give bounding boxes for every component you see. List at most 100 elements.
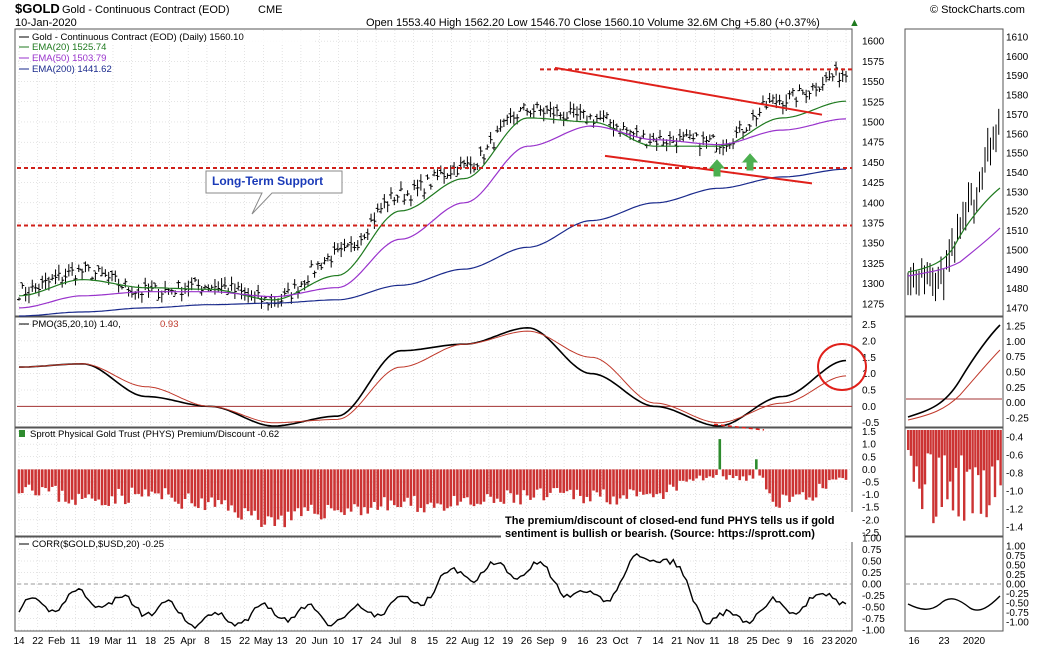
- phys-bar-right: [951, 430, 955, 511]
- phys-bar: [283, 469, 287, 528]
- phys-bar: [246, 469, 250, 512]
- phys-bar: [768, 469, 771, 494]
- phys-bar: [416, 469, 419, 512]
- corr-line: [18, 553, 847, 630]
- pmo-signal-value: 0.93: [160, 319, 179, 330]
- phys-bar-right: [971, 430, 974, 514]
- x-tick-label: 22: [239, 636, 251, 647]
- x-tick-label: 15: [220, 636, 232, 647]
- phys-bar: [844, 469, 848, 480]
- y-tick-label: -2.5: [862, 528, 880, 539]
- phys-bar: [432, 469, 436, 508]
- y-tick-label-right: 1560: [1006, 129, 1029, 140]
- y-tick-label: 0.0: [862, 465, 876, 476]
- copyright-label: © StockCharts.com: [930, 4, 1025, 16]
- phys-bar: [150, 469, 154, 492]
- ema20-line-right: [907, 187, 1001, 273]
- phys-bar: [396, 469, 399, 508]
- phys-bar: [675, 469, 678, 491]
- phys-bar: [442, 469, 446, 511]
- price-panel-frame: [14, 28, 853, 317]
- phys-bar: [276, 469, 280, 520]
- phys-bar: [333, 469, 336, 511]
- phys-bar: [715, 469, 718, 475]
- phys-bar: [329, 469, 333, 509]
- phys-bar: [57, 469, 61, 502]
- phys-bar: [492, 469, 496, 503]
- phys-bar: [522, 469, 526, 491]
- ema50-line: [18, 118, 847, 309]
- phys-bar: [293, 469, 296, 512]
- phys-bar: [412, 469, 416, 496]
- phys-bar: [339, 469, 343, 513]
- y-tick-label: -0.50: [862, 603, 885, 614]
- phys-bar: [648, 469, 652, 494]
- lower-trendline: [604, 154, 813, 185]
- phys-bar: [655, 469, 658, 495]
- phys-bar: [691, 469, 695, 481]
- phys-bar: [402, 469, 406, 502]
- phys-bar-right: [977, 430, 980, 476]
- x-tick-label: Aug: [461, 636, 479, 647]
- phys-bar: [300, 469, 303, 517]
- phys-bar: [336, 469, 340, 511]
- y-tick-label: 1425: [862, 178, 885, 189]
- x-tick-label: Mar: [104, 636, 122, 647]
- phys-bar: [559, 469, 562, 493]
- y-tick-label-right: -0.6: [1006, 451, 1024, 462]
- phys-bar: [824, 469, 828, 489]
- phys-bar: [203, 469, 207, 511]
- phys-bar-right: [907, 430, 910, 451]
- y-tick-label: 1450: [862, 158, 885, 169]
- phys-bar: [286, 469, 290, 512]
- phys-bar: [346, 469, 350, 509]
- phys-bar-right: [954, 430, 957, 468]
- phys-bar: [801, 469, 805, 493]
- phys-bar: [605, 469, 609, 503]
- phys-bar: [266, 469, 270, 517]
- phys-bar: [585, 469, 589, 497]
- phys-bar: [44, 469, 47, 489]
- corr-panel-title: CORR($GOLD,$USD,20) -0.25: [32, 539, 164, 550]
- phys-bar: [698, 469, 702, 476]
- phys-bar: [542, 469, 546, 501]
- x-tick-label-right: 16: [908, 636, 920, 647]
- y-tick-label: -2.0: [862, 515, 880, 526]
- phys-bar: [193, 469, 197, 507]
- phys-bar: [270, 469, 273, 518]
- y-tick-label-right: -0.25: [1006, 414, 1029, 425]
- y-tick-label: 1.5: [862, 353, 876, 364]
- y-tick-label-right: 0.25: [1006, 570, 1026, 581]
- phys-bar: [97, 469, 101, 500]
- phys-bar: [70, 469, 74, 500]
- y-tick-label-right: 0.75: [1006, 352, 1026, 363]
- y-tick-label-right: -0.25: [1006, 589, 1029, 600]
- y-tick-label: 0.00: [862, 580, 882, 591]
- phys-bar: [379, 469, 383, 507]
- x-tick-label: 22: [32, 636, 44, 647]
- phys-bar: [167, 469, 170, 495]
- y-tick-label: 2.0: [862, 336, 876, 347]
- phys-bar: [127, 469, 130, 503]
- phys-bar: [187, 469, 190, 494]
- phys-bar-right: [993, 430, 997, 498]
- phys-bar: [602, 469, 605, 490]
- phys-bar: [569, 469, 572, 490]
- phys-bar-right: [909, 430, 913, 456]
- phys-bar: [519, 469, 522, 505]
- y-tick-label: 2.5: [862, 320, 876, 331]
- upper-trendline: [554, 66, 823, 116]
- phys-bar-right: [946, 430, 949, 500]
- phys-bar-right: [985, 430, 988, 518]
- series-layer: [17, 61, 1002, 630]
- phys-bar: [60, 469, 64, 491]
- phys-bar: [495, 469, 499, 499]
- y-tick-label: 1.00: [862, 534, 882, 545]
- y-tick-label-right: 1500: [1006, 245, 1029, 256]
- y-tick-label-right: 1550: [1006, 149, 1029, 160]
- phys-bar: [671, 469, 675, 487]
- y-tick-label-right: 0.00: [1006, 580, 1026, 591]
- phys-bar: [791, 469, 795, 497]
- date-label: 10-Jan-2020: [15, 17, 77, 29]
